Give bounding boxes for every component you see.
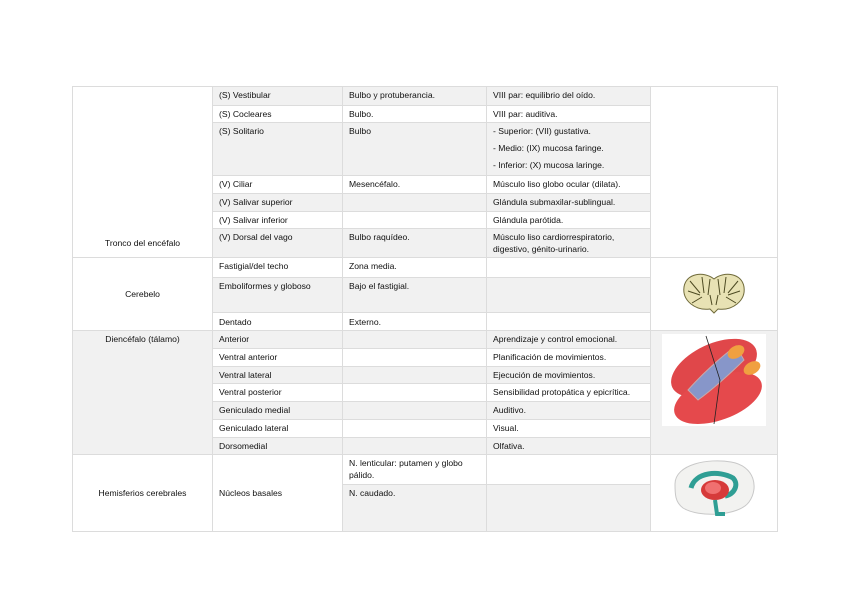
nuclei-table: Tronco del encéfalo (S) Vestibular Bulbo… xyxy=(72,86,778,532)
nucleus-function: Visual. xyxy=(486,419,651,438)
nucleus-name: (V) Salivar superior xyxy=(212,193,343,212)
nucleus-function: Músculo liso cardiorrespiratorio, digest… xyxy=(486,228,651,258)
nucleus-function: VIII par: equilibrio del oído. xyxy=(486,86,651,106)
nucleus-function xyxy=(486,454,651,485)
nucleus-name: (V) Ciliar xyxy=(212,175,343,194)
nucleus-location: Bajo el fastigial. xyxy=(342,277,487,313)
cerebellum-image-cell xyxy=(650,257,778,331)
thalamus-image-cell xyxy=(650,330,778,455)
nucleus-function xyxy=(486,277,651,313)
nucleus-name: Ventral lateral xyxy=(212,366,343,384)
nucleus-name: (V) Salivar inferior xyxy=(212,211,343,229)
thalamus-image xyxy=(662,334,766,426)
nucleus-function: Auditivo. xyxy=(486,401,651,420)
nucleus-location xyxy=(342,193,487,212)
nucleus-location xyxy=(342,366,487,384)
nucleus-location: Bulbo y protuberancia. xyxy=(342,86,487,106)
function-line: - Inferior: (X) mucosa laringe. xyxy=(493,160,605,170)
nucleus-location xyxy=(342,383,487,402)
nucleus-location: N. lenticular: putamen y globo pálido. xyxy=(342,454,487,485)
nucleus-function: Sensibilidad protopática y epicrítica. xyxy=(486,383,651,402)
function-line: - Superior: (VII) gustativa. xyxy=(493,126,591,136)
nucleus-name: (S) Vestibular xyxy=(212,86,343,106)
nucleus-function: Glándula submaxilar-sublingual. xyxy=(486,193,651,212)
nucleus-name: Núcleos basales xyxy=(212,454,343,532)
nucleus-function xyxy=(486,312,651,331)
section-label-diencefalo: Diencéfalo (tálamo) xyxy=(72,330,213,455)
basal-ganglia-image xyxy=(674,460,755,516)
nucleus-name: Ventral posterior xyxy=(212,383,343,402)
image-cell-empty xyxy=(650,86,778,258)
nucleus-location xyxy=(342,211,487,229)
cerebellum-section-image xyxy=(683,273,745,314)
nucleus-name: Dentado xyxy=(212,312,343,331)
nucleus-location: Zona media. xyxy=(342,257,487,278)
nucleus-name: Fastigial/del techo xyxy=(212,257,343,278)
section-label-cerebelo: Cerebelo xyxy=(72,257,213,331)
nucleus-function: VIII par: auditiva. xyxy=(486,105,651,123)
nucleus-location xyxy=(342,437,487,455)
nucleus-location: Externo. xyxy=(342,312,487,331)
section-label-tronco: Tronco del encéfalo xyxy=(72,86,213,258)
nucleus-function: Músculo liso globo ocular (dilata). xyxy=(486,175,651,194)
section-label-hemisferios: Hemisferios cerebrales xyxy=(72,454,213,532)
nucleus-name: (V) Dorsal del vago xyxy=(212,228,343,258)
nucleus-function: - Superior: (VII) gustativa. - Medio: (I… xyxy=(486,122,651,176)
nucleus-location xyxy=(342,330,487,349)
nucleus-location xyxy=(342,419,487,438)
nucleus-location: Bulbo xyxy=(342,122,487,176)
nucleus-function: Olfativa. xyxy=(486,437,651,455)
nucleus-function xyxy=(486,257,651,278)
nucleus-location: Bulbo raquídeo. xyxy=(342,228,487,258)
nucleus-location: Mesencéfalo. xyxy=(342,175,487,194)
nucleus-name: Geniculado medial xyxy=(212,401,343,420)
nucleus-location xyxy=(342,401,487,420)
nucleus-location xyxy=(342,348,487,367)
nucleus-name: Dorsomedial xyxy=(212,437,343,455)
nucleus-name: Anterior xyxy=(212,330,343,349)
nucleus-function: Aprendizaje y control emocional. xyxy=(486,330,651,349)
nucleus-function: Glándula parótida. xyxy=(486,211,651,229)
function-line: - Medio: (IX) mucosa faringe. xyxy=(493,143,604,153)
nucleus-function xyxy=(486,484,651,532)
nucleus-name: (S) Solitario xyxy=(212,122,343,176)
nucleus-name: Emboliformes y globoso xyxy=(212,277,343,313)
nucleus-name: Ventral anterior xyxy=(212,348,343,367)
nucleus-function: Planificación de movimientos. xyxy=(486,348,651,367)
nucleus-function: Ejecución de movimientos. xyxy=(486,366,651,384)
nucleus-location: N. caudado. xyxy=(342,484,487,532)
nucleus-name: Geniculado lateral xyxy=(212,419,343,438)
nucleus-location: Bulbo. xyxy=(342,105,487,123)
basal-ganglia-image-cell xyxy=(650,454,778,532)
nucleus-name: (S) Cocleares xyxy=(212,105,343,123)
